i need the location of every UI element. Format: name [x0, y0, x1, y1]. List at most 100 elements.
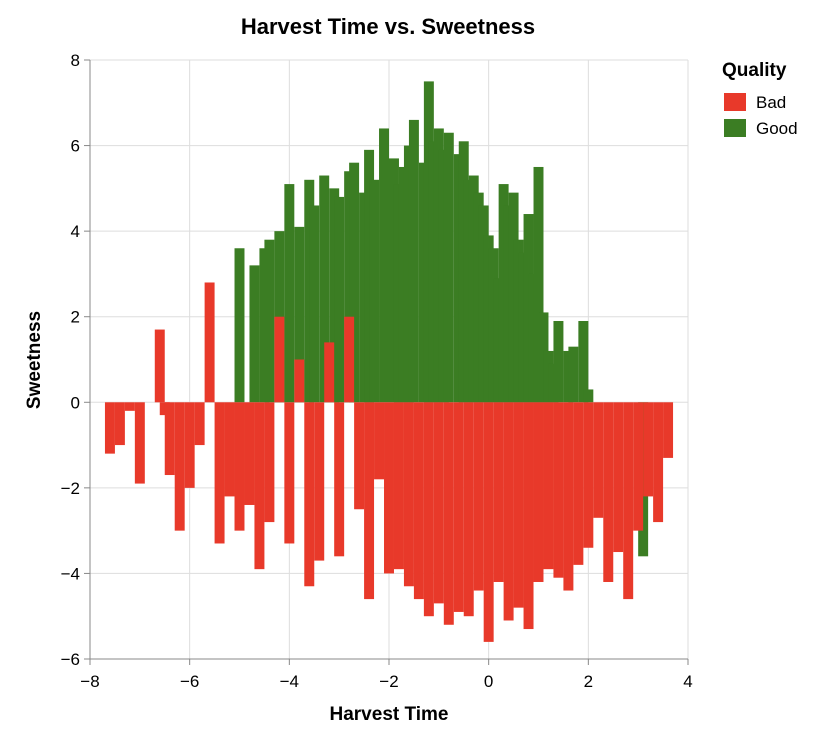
bar-bad — [593, 402, 604, 518]
bar-good — [408, 119, 419, 403]
y-tick-label: −4 — [61, 564, 80, 583]
x-axis-title: Harvest Time — [330, 704, 449, 725]
bar-bad — [413, 402, 424, 600]
bar-bad — [643, 402, 654, 497]
bar-bad — [304, 402, 315, 587]
bar-good — [319, 175, 330, 403]
bar-bad — [174, 402, 185, 531]
bar-bad — [473, 402, 484, 591]
bar-bad — [224, 402, 235, 497]
bar-bad — [384, 402, 394, 574]
bar-bad — [403, 402, 414, 587]
bar-bad — [254, 402, 265, 570]
x-tick-label: −6 — [180, 672, 199, 691]
bar-good — [349, 162, 360, 403]
bar-bad — [294, 359, 305, 403]
bar-good — [583, 389, 594, 403]
legend-label-good: Good — [756, 119, 798, 138]
bar-bad — [164, 402, 175, 476]
bar-bad — [483, 402, 494, 642]
bar-bad — [513, 402, 524, 608]
bar-good — [503, 205, 514, 403]
bar-good — [443, 132, 454, 403]
legend-swatch-good — [724, 119, 746, 137]
bar-bad — [264, 402, 275, 523]
bar-bad — [623, 402, 634, 600]
bar-bad — [633, 402, 644, 531]
legend: Quality Bad Good — [722, 60, 798, 138]
bar-good — [578, 320, 589, 403]
bar-bad — [523, 402, 534, 630]
bar-good — [264, 239, 275, 403]
bar-bad — [463, 402, 474, 617]
bar-bad — [344, 316, 355, 403]
x-tick-label: 0 — [484, 672, 493, 691]
bar-bad — [443, 402, 454, 625]
bar-bad — [314, 402, 325, 561]
y-axis-title: Sweetness — [24, 311, 45, 409]
bar-bad — [214, 402, 225, 544]
y-tick-label: 4 — [71, 222, 80, 241]
chart-title: Harvest Time vs. Sweetness — [241, 14, 535, 39]
bar-bad — [124, 402, 135, 411]
bar-good — [533, 166, 544, 403]
y-tick-label: 6 — [71, 137, 80, 156]
bars — [104, 81, 674, 642]
x-tick-label: 2 — [584, 672, 593, 691]
bar-good — [249, 265, 260, 403]
bar-bad — [114, 402, 125, 446]
bar-good — [234, 248, 245, 403]
bar-good — [334, 196, 345, 403]
bar-bad — [543, 402, 554, 570]
bar-bad — [563, 402, 574, 591]
bar-bad — [503, 402, 514, 621]
y-tick-label: 0 — [71, 393, 80, 412]
bar-bad — [194, 402, 205, 446]
bar-good — [553, 320, 564, 403]
bar-bad — [653, 402, 664, 523]
bar-bad — [533, 402, 544, 582]
bar-bad — [433, 402, 444, 604]
bar-good — [294, 226, 305, 403]
y-tick-label: −2 — [61, 479, 80, 498]
x-tick-label: 4 — [683, 672, 692, 691]
bar-good — [309, 205, 320, 403]
bar-bad — [393, 402, 404, 570]
bar-bad — [274, 316, 285, 403]
bar-bad — [324, 342, 335, 403]
bar-bad — [613, 402, 624, 553]
bar-bad — [234, 402, 245, 531]
bar-bad — [374, 402, 385, 480]
bar-bad — [453, 402, 464, 612]
bar-bad — [134, 402, 145, 484]
legend-label-bad: Bad — [756, 93, 786, 112]
bar-bad — [244, 402, 255, 505]
bar-bad — [493, 402, 504, 582]
bar-good — [568, 346, 579, 403]
bar-bad — [663, 402, 674, 458]
bar-bad — [553, 402, 564, 578]
bar-bad — [364, 402, 375, 600]
bar-bad — [573, 402, 584, 565]
bar-bad — [603, 402, 614, 582]
y-tick-label: −6 — [61, 650, 80, 669]
bar-bad — [204, 282, 215, 403]
bar-bad — [284, 402, 295, 544]
x-tick-label: −4 — [280, 672, 299, 691]
bar-good — [379, 128, 389, 403]
legend-swatch-bad — [724, 93, 746, 111]
bar-bad — [154, 329, 165, 403]
bar-bad — [184, 402, 195, 488]
bar-bad — [354, 402, 365, 510]
x-tick-label: −2 — [379, 672, 398, 691]
y-tick-label: 2 — [71, 308, 80, 327]
bar-bad — [104, 402, 115, 454]
bar-good — [284, 184, 295, 403]
legend-title: Quality — [722, 60, 787, 81]
y-tick-label: 8 — [71, 51, 80, 70]
x-tick-label: −8 — [80, 672, 99, 691]
bar-bad — [423, 402, 434, 617]
bar-bad — [334, 402, 345, 557]
